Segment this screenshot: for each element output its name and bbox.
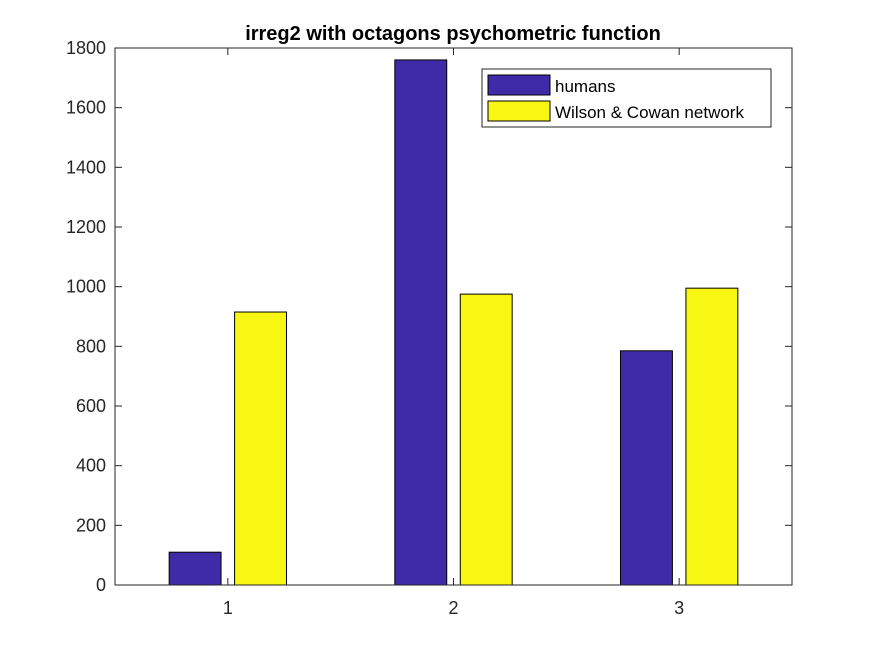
chart-title: irreg2 with octagons psychometric functi… [245,23,661,45]
y-axis: 0 200 400 600 800 1000 1200 1400 1600 1800 [66,38,792,595]
bar-network-2 [459,293,513,586]
legend-swatch-humans [487,74,551,96]
bar-network-3 [685,287,739,586]
y-tick-label: 1800 [66,38,106,58]
bar-humans-2 [394,59,448,586]
legend-label-network: Wilson & Cowan network [555,103,744,122]
y-tick-label: 0 [96,575,106,595]
bar-network-1 [234,311,288,586]
plot-area [115,48,792,585]
y-tick-label: 600 [76,396,106,416]
legend-label-humans: humans [555,77,615,96]
y-tick-label: 1000 [66,277,106,297]
bar-humans-1 [168,551,222,586]
bars-layer [168,59,739,586]
y-tick-label: 400 [76,456,106,476]
y-tick-label: 200 [76,515,106,535]
x-tick-label: 3 [674,598,684,618]
y-tick-label: 1400 [66,157,106,177]
legend: humans Wilson & Cowan network [481,68,772,128]
y-tick-label: 1600 [66,98,106,118]
x-axis: 1 2 3 [223,48,684,618]
y-tick-label: 800 [76,336,106,356]
x-tick-label: 1 [223,598,233,618]
bar-humans-3 [619,350,673,586]
y-tick-label: 1200 [66,217,106,237]
x-tick-label: 2 [448,598,458,618]
legend-swatch-network [487,100,551,122]
